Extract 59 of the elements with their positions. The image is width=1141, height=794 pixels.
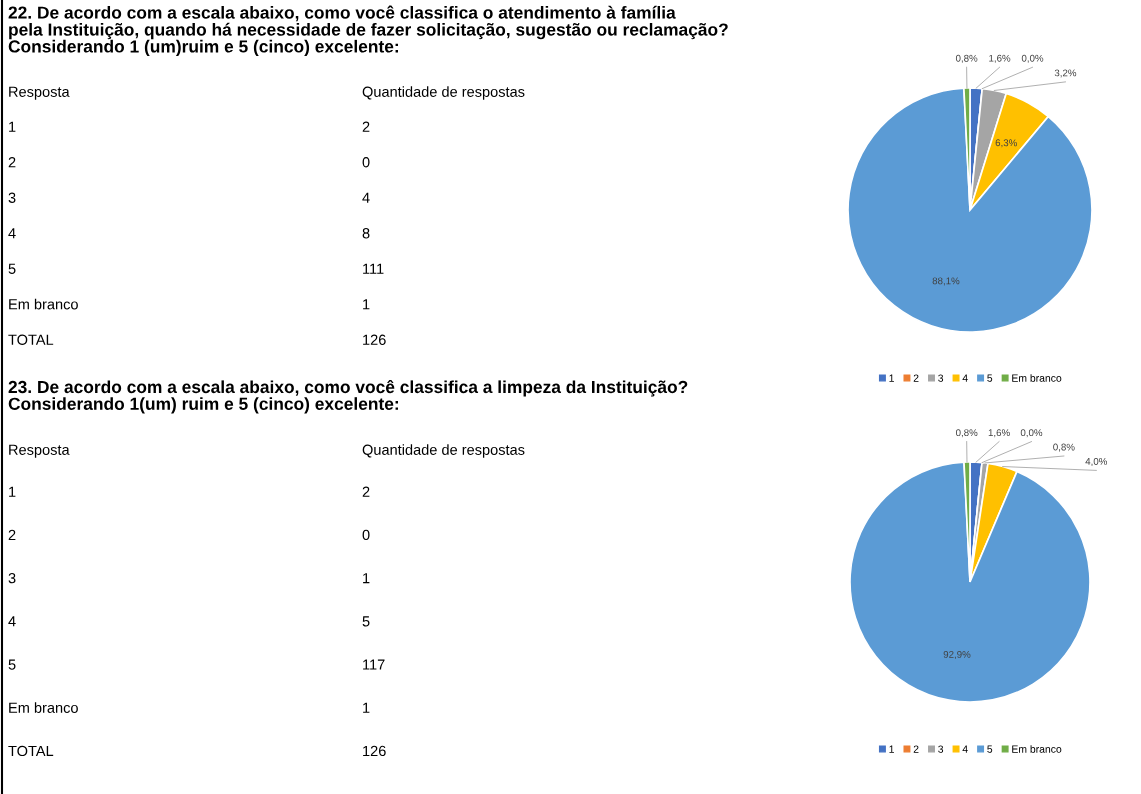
category-label: Em branco xyxy=(9,298,78,310)
text: 126 xyxy=(363,334,386,345)
data-label: 1,6% xyxy=(989,54,1011,63)
text: 1 xyxy=(363,702,370,713)
legend-label: Em branco xyxy=(1012,374,1062,382)
legend-label: 3 xyxy=(938,374,944,382)
data-label: 1,6% xyxy=(988,429,1010,438)
category-label: 1 xyxy=(9,486,16,497)
text: 4 xyxy=(362,192,370,203)
category-label: 3 xyxy=(8,192,16,203)
legend-label: 1 xyxy=(889,374,894,382)
legend-label: 5 xyxy=(987,374,993,382)
text: 5 xyxy=(362,616,370,627)
text: 1 xyxy=(363,299,370,310)
category-label: 4 xyxy=(8,616,16,627)
data-label: 0,8% xyxy=(955,429,978,438)
legend-label: 1 xyxy=(889,745,894,753)
legend-label: 5 xyxy=(987,745,993,753)
text: 111 xyxy=(363,263,384,274)
data-label: 6,3% xyxy=(995,139,1017,148)
legend-label: 4 xyxy=(962,745,968,753)
legend-label: 3 xyxy=(938,745,944,753)
category-label: 3 xyxy=(8,572,16,584)
text: Resposta xyxy=(9,86,70,100)
category-label: Em branco xyxy=(9,702,78,713)
text: 126 xyxy=(363,745,386,757)
legend-label: 4 xyxy=(962,374,968,382)
text: 0,0% xyxy=(1020,429,1043,438)
legend-label: 2 xyxy=(913,745,919,753)
text: TOTAL xyxy=(8,334,54,345)
data-label: 0,8% xyxy=(955,54,978,63)
data-label: 92,9% xyxy=(943,650,971,660)
text: 8 xyxy=(362,228,370,239)
text: 2 xyxy=(8,157,16,168)
text: 0,0% xyxy=(1021,54,1044,63)
text: Quantidade de respostas xyxy=(362,86,525,100)
text: 1 xyxy=(363,573,370,584)
text: 2 xyxy=(8,529,16,540)
text: 0 xyxy=(362,529,370,541)
text: 2 xyxy=(362,121,370,132)
text: 5 xyxy=(8,659,16,670)
data-label: 0,8% xyxy=(1053,443,1075,452)
text: 117 xyxy=(363,659,385,670)
category-label: 1 xyxy=(9,121,16,132)
legend-label: Em branco xyxy=(1012,745,1062,753)
category-label: 5 xyxy=(8,263,16,274)
legend-label: 2 xyxy=(913,374,919,382)
data-label: 88,1% xyxy=(932,277,960,286)
text: 23. De acordo com a escala abaixo, como você classifica a limpeza da Instituição? Considerando 1(um) ruim e 5 (cinco) excelente: xyxy=(8,380,688,414)
text: Resposta xyxy=(9,444,70,458)
text: 4 xyxy=(8,228,16,239)
text: 0 xyxy=(362,157,370,168)
text: 22. De acordo com a escala abaixo, como você classifica o atendimento à família pela Instituição, quando há necessidade de fazer solicitação, sugestão ou reclamação? Considerando 1 (um)ruim e 5 (cinco) excelente: xyxy=(8,5,728,57)
text: 2 xyxy=(362,486,370,497)
text: Quantidade de respostas xyxy=(362,444,525,458)
pie-slice xyxy=(847,87,1093,333)
data-label: 3,2% xyxy=(1054,69,1077,78)
data-label: 4,0% xyxy=(1085,457,1108,467)
text: TOTAL xyxy=(8,745,54,757)
